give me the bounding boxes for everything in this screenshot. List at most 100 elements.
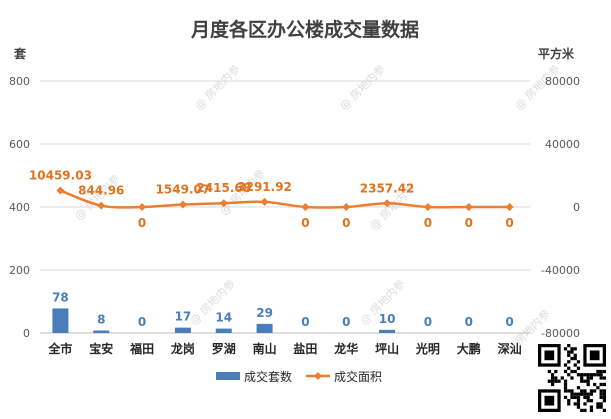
- qr-module: [586, 392, 590, 396]
- qr-module: [596, 386, 600, 390]
- category-label: 坪山: [375, 341, 399, 356]
- qr-module: [593, 373, 597, 377]
- qr-module: [602, 392, 606, 396]
- qr-module: [599, 376, 603, 380]
- qr-module: [567, 373, 571, 377]
- qr-module: [570, 369, 574, 374]
- qr-module: [576, 360, 581, 364]
- qr-code-image: [538, 344, 606, 412]
- qr-module: [589, 389, 594, 393]
- qr-module: [576, 373, 581, 377]
- qr-module: [586, 399, 590, 403]
- qr-module: [570, 395, 574, 400]
- line-point: [97, 201, 106, 210]
- qr-module: [593, 382, 597, 387]
- qr-module: [576, 366, 581, 370]
- category-label: 龙岗: [171, 341, 195, 356]
- line-value-label: 1549.07: [156, 183, 211, 197]
- qr-module: [567, 344, 571, 348]
- qr-module: [586, 382, 590, 387]
- qr-module: [583, 379, 587, 383]
- bar-value-label: 14: [215, 311, 232, 325]
- bar: [379, 329, 396, 333]
- category-label: 南山: [253, 341, 277, 356]
- qr-module: [599, 373, 603, 377]
- qr-module: [599, 389, 603, 393]
- qr-module: [573, 353, 577, 357]
- qr-module: [583, 392, 587, 396]
- qr-module: [580, 376, 584, 380]
- bar-value-label: 17: [175, 310, 192, 324]
- qr-module: [570, 356, 574, 361]
- watermark-text: @ 房地内参: [337, 62, 388, 113]
- line-value-label: 0: [301, 216, 309, 230]
- category-label: 龙华: [334, 341, 358, 356]
- qr-module: [576, 402, 581, 406]
- qr-module: [580, 379, 584, 383]
- bar-value-label: 10: [379, 312, 396, 326]
- legend-label-bars: 成交套数: [244, 369, 292, 384]
- qr-module: [567, 360, 571, 364]
- qr-module: [589, 373, 594, 377]
- qr-module: [563, 382, 568, 387]
- line-point: [301, 203, 310, 211]
- line-point: [505, 203, 514, 211]
- legend: 成交套数 成交面积: [216, 369, 382, 384]
- qr-module: [580, 373, 584, 377]
- line-point: [423, 203, 432, 211]
- qr-module: [602, 399, 606, 403]
- qr-module: [596, 405, 600, 409]
- left-tick-label: 600: [9, 138, 30, 151]
- qr-module: [567, 399, 571, 403]
- qr-module: [570, 350, 574, 354]
- line-value-label: 0: [505, 216, 513, 230]
- qr-module: [589, 376, 594, 380]
- line-value-label: 0: [424, 216, 432, 230]
- qr-finder-core: [544, 395, 555, 406]
- bar-value-label: 0: [424, 315, 432, 329]
- chart-title: 月度各区办公楼成交量数据: [190, 18, 419, 41]
- line-point: [383, 199, 392, 208]
- qr-module: [596, 402, 600, 406]
- qr-module: [576, 395, 581, 400]
- qr-module: [567, 389, 571, 393]
- qr-module: [573, 356, 577, 361]
- qr-module: [554, 369, 558, 374]
- category-label: 全市: [47, 341, 72, 356]
- qr-module: [570, 389, 574, 393]
- bar: [52, 308, 69, 333]
- legend-swatch-bars: [216, 372, 240, 380]
- category-labels: 全市 宝安 福田 龙岗 罗湖 南山 盐田 龙华 坪山 光明 大鹏 深汕: [47, 341, 521, 356]
- qr-module: [550, 379, 555, 383]
- qr-module: [560, 376, 564, 380]
- qr-module: [563, 395, 568, 400]
- qr-module: [599, 369, 603, 374]
- qr-module: [563, 386, 568, 390]
- qr-module: [589, 408, 594, 412]
- line-point: [178, 200, 187, 209]
- category-label: 深汕: [498, 341, 522, 356]
- bar-value-label: 29: [256, 306, 273, 320]
- left-tick-label: 0: [23, 327, 30, 340]
- qr-module: [589, 392, 594, 396]
- category-label: 大鹏: [457, 341, 481, 356]
- qr-finder-core: [544, 350, 555, 361]
- line-value-label: 844.96: [78, 184, 124, 198]
- line-value-label: 0: [342, 216, 350, 230]
- qr-module: [573, 392, 577, 396]
- qr-module: [570, 347, 574, 351]
- right-axis-ticks: -80000 -40000 0 40000 80000: [541, 75, 580, 340]
- bar-value-label: 8: [97, 312, 105, 326]
- qr-module: [563, 389, 568, 393]
- category-label: 光明: [415, 341, 440, 356]
- qr-module: [570, 392, 574, 396]
- qr-module: [573, 369, 577, 374]
- right-axis-unit: 平方米: [538, 46, 575, 61]
- qr-module: [547, 369, 551, 374]
- line-point: [56, 186, 65, 195]
- qr-module: [583, 373, 587, 377]
- qr-module: [599, 405, 603, 409]
- qr-module: [586, 376, 590, 380]
